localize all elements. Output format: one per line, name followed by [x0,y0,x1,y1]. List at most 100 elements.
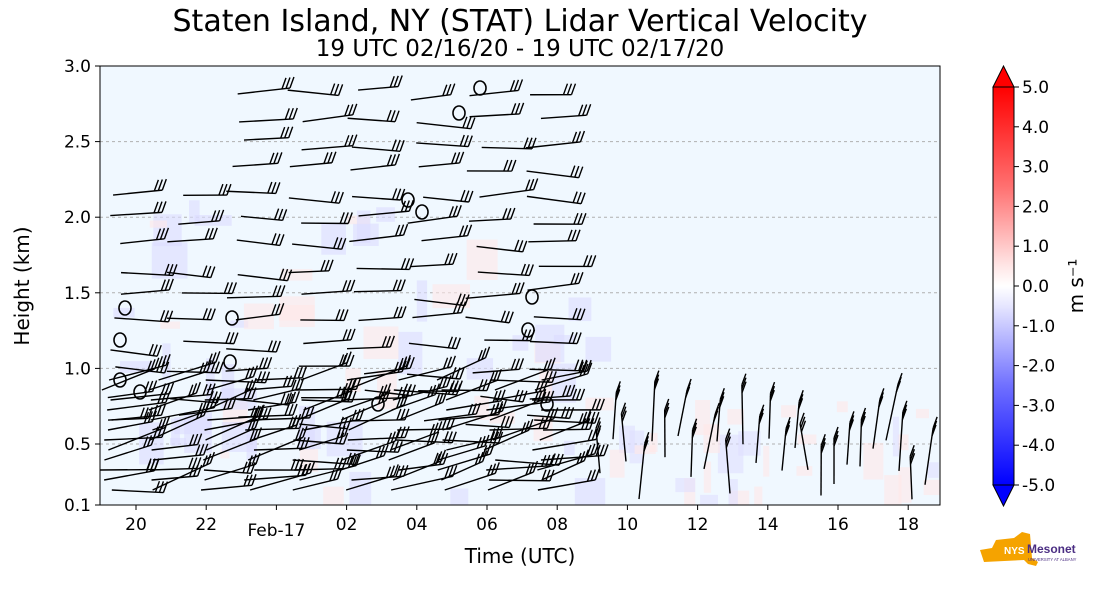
plot-frame [99,65,941,506]
velocity-cell [619,425,635,453]
velocity-cell [489,412,515,424]
wind-barb [724,428,731,494]
wind-barb [351,139,405,152]
velocity-cell [113,307,135,318]
wind-barb [297,387,354,421]
x-tick-label: 08 [546,515,568,535]
velocity-cell [376,207,395,222]
wind-barb [442,399,508,431]
wind-barb [203,461,256,475]
wind-barb [690,418,698,477]
y-tick-label: 0.1 [64,496,91,516]
velocity-cell [781,405,797,418]
wind-barb [108,416,171,451]
colorbar-tick-label: 2.0 [1022,197,1049,217]
velocity-cell [700,494,718,505]
velocity-cell [160,321,181,329]
wind-barb [289,151,337,168]
wind-barb [346,335,395,350]
contour [113,372,127,388]
colorbar-tick-label: -2.0 [1022,357,1055,377]
wind-barb [149,404,209,441]
wind-barb [351,464,409,481]
wind-barb [287,83,344,97]
wind-barb [465,282,525,300]
wind-barb [833,426,839,485]
wind-barb [206,416,260,451]
velocity-cell [280,269,313,281]
wind-barb [595,417,602,474]
colorbar-label: m s⁻¹ [1064,259,1088,314]
chart-title: Staten Island, NY (STAT) Lidar Vertical … [172,4,868,39]
velocity-cell [564,440,575,456]
velocity-cell [363,326,399,359]
wind-barb [111,403,167,421]
velocity-cell [585,336,612,362]
wind-barb [166,308,216,321]
colorbar-tick-label: 0.0 [1022,277,1049,297]
velocity-cell [763,445,770,477]
colorbar-tick-label: -1.0 [1022,317,1055,337]
wind-barb [292,237,347,250]
contour [118,300,132,316]
wind-barb [237,268,293,282]
velocity-cell [836,401,848,413]
wind-barb [253,436,310,451]
velocity-cell [727,409,744,425]
wind-barb [183,332,239,345]
wind-barb [465,310,514,324]
wind-barb [358,75,403,91]
wind-barb [741,373,747,445]
wind-barb [494,357,556,391]
wind-barb [541,359,592,381]
velocity-cell [703,461,712,493]
wind-barb [466,159,517,172]
wind-barb [446,389,506,411]
wind-barb [469,102,525,118]
wind-barb [104,433,156,461]
wind-barb [716,388,725,442]
wind-barb [538,255,597,268]
wind-barb [120,278,174,295]
wind-barb [898,400,908,471]
colorbar-tick-label: 3.0 [1022,158,1049,178]
wind-barb [205,404,265,441]
wind-barb [298,424,350,451]
velocity-cell [728,479,738,505]
wind-barb [490,370,557,384]
wind-barb [181,282,238,295]
contour [401,192,415,208]
wind-barb [232,152,283,168]
wind-barb [768,381,776,439]
velocity-cell [695,400,711,435]
wind-barb [421,224,473,242]
wind-barb [120,227,170,245]
x-tick-label: 10 [617,515,639,535]
wind-barb [663,398,670,458]
wind-barb [299,454,361,481]
wind-barb [541,449,589,481]
wind-barb [436,346,491,381]
velocity-cell [923,479,940,496]
wind-barb [390,465,458,491]
wind-barb [423,189,474,203]
wind-barb [846,411,855,465]
wind-barb [205,377,257,411]
wind-barb [388,431,440,461]
wind-barb [114,309,174,323]
velocity-cell [553,334,576,345]
velocity-cell [174,417,212,435]
contour [452,105,466,121]
velocity-cell [796,466,813,476]
wind-barb [247,426,308,461]
logo-text-mesonet: Mesonet [1027,542,1076,556]
velocity-cell [321,222,346,255]
wind-barb [111,480,169,494]
wind-barb [303,328,356,345]
contour [225,310,239,326]
colorbar [992,64,1015,508]
wind-barb [442,431,504,444]
velocity-cell [279,296,315,328]
wind-barb [445,369,502,401]
nys-mesonet-logo: NYS Mesonet UNIVERSITY AT ALBANY [980,532,1077,566]
